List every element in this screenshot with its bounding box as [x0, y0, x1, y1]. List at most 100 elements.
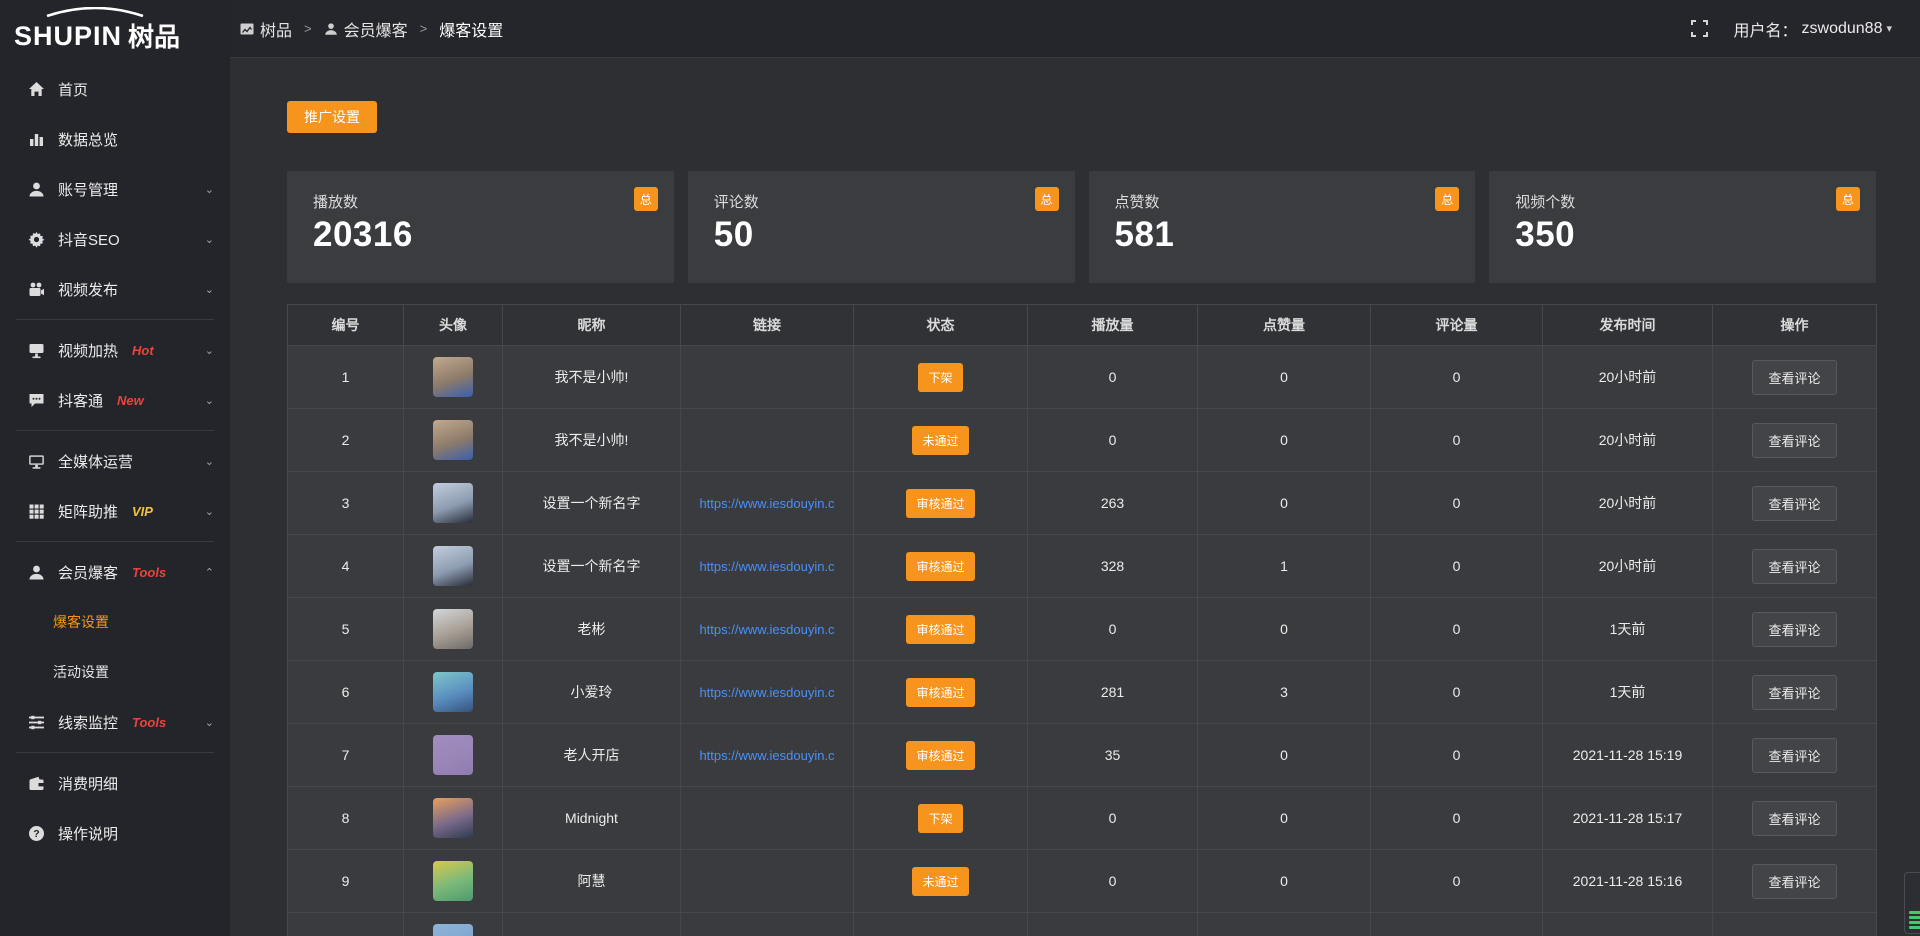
video-link[interactable]: https://www.iesdouyin.c [699, 747, 835, 763]
cell-index: 8 [287, 786, 404, 850]
video-link[interactable]: https://www.iesdouyin.c [699, 558, 835, 574]
sidebar-item-home[interactable]: 首页 [0, 64, 230, 114]
user-icon [28, 181, 45, 198]
sidebar-item-video-heat[interactable]: 视频加热 Hot ⌄ [0, 325, 230, 375]
sidebar-item-account-manage[interactable]: 账号管理 ⌄ [0, 164, 230, 214]
view-comments-button[interactable]: 查看评论 [1752, 737, 1837, 773]
chevron-down-icon: ⌄ [204, 283, 214, 296]
sidebar-item-all-media[interactable]: 全媒体运营 ⌄ [0, 436, 230, 486]
sidebar-item-label: 首页 [58, 81, 89, 99]
cell-avatar [403, 786, 503, 850]
view-comments-button[interactable]: 查看评论 [1752, 863, 1837, 899]
breadcrumb-item-member-baoke[interactable]: 会员爆客 [324, 17, 408, 41]
chart-icon [28, 131, 45, 148]
topbar-right: 用户名： zswodun88 ▾ [1690, 17, 1893, 41]
video-link[interactable]: https://www.iesdouyin.c [699, 684, 835, 700]
cell-publish-time: 1天前 [1542, 597, 1713, 661]
cell-comments: 0 [1370, 660, 1543, 724]
svg-text:?: ? [33, 828, 39, 840]
table-row: 8 Midnight 下架 0 0 0 2021-11-28 15:17 查看评论 [287, 786, 1877, 850]
view-comments-button[interactable]: 查看评论 [1752, 800, 1837, 836]
sidebar-item-clue-monitor[interactable]: 线索监控 Tools ⌄ [0, 697, 230, 747]
sidebar-item-label: 会员爆客 [58, 564, 119, 582]
column-header: 发布时间 [1542, 304, 1713, 346]
video-link[interactable]: https://www.iesdouyin.c [699, 621, 835, 637]
sidebar-subitem-baoke-settings[interactable]: 爆客设置 [53, 614, 109, 630]
cell-link [680, 912, 854, 936]
camera-icon [28, 281, 45, 298]
cell-likes: 0 [1197, 849, 1371, 913]
cell-status: 审核通过 [853, 597, 1028, 661]
sidebar-item-member-baoke[interactable]: 会员爆客 Tools ⌃ [0, 547, 230, 597]
widget-bar [1909, 916, 1920, 919]
chevron-down-icon: ⌄ [204, 716, 214, 729]
chevron-down-icon: ⌄ [204, 455, 214, 468]
floating-widget[interactable] [1904, 872, 1920, 934]
sidebar-item-badge: Tools [132, 714, 167, 730]
table-row: 9 阿慧 未通过 0 0 0 2021-11-28 15:16 查看评论 [287, 849, 1877, 913]
cell-publish-time: 2021-11-28 15:16 [1542, 849, 1713, 913]
stat-value: 20316 [313, 215, 413, 254]
status-badge: 下架 [918, 803, 963, 833]
logo-arc-icon [46, 7, 144, 17]
chevron-up-icon: ⌃ [204, 566, 214, 579]
cell-avatar [403, 660, 503, 724]
sidebar-item-video-publish[interactable]: 视频发布 ⌄ [0, 264, 230, 314]
view-comments-button[interactable]: 查看评论 [1752, 548, 1837, 584]
view-comments-button[interactable]: 查看评论 [1752, 611, 1837, 647]
fullscreen-icon[interactable] [1690, 20, 1708, 37]
breadcrumb: 树品 > 会员爆客 > 爆客设置 [240, 0, 503, 57]
stat-value: 581 [1114, 215, 1175, 254]
sidebar-item-matrix-boost[interactable]: 矩阵助推 VIP ⌄ [0, 486, 230, 536]
cell-nickname: Midnight [502, 786, 681, 850]
cell-nickname: 阿慧 [502, 849, 681, 913]
stat-label: 视频个数 [1515, 194, 1576, 211]
cell-comments: 0 [1370, 408, 1543, 472]
user-icon [324, 22, 338, 36]
brand-logo[interactable]: SHUPIN 树品 [0, 0, 230, 58]
cell-nickname: 设置一个新名字 [502, 534, 681, 598]
avatar [433, 420, 473, 460]
main-content: 推广设置 播放数 20316 总评论数 50 总点赞数 581 总视频个数 350 总 编号 头像… [230, 58, 1920, 936]
avatar [433, 924, 473, 936]
sidebar-divider [16, 752, 214, 753]
cell-link: https://www.iesdouyin.c [680, 723, 854, 787]
view-comments-button[interactable]: 查看评论 [1752, 359, 1837, 395]
promo-settings-button[interactable]: 推广设置 [287, 101, 377, 133]
view-comments-button[interactable]: 查看评论 [1752, 674, 1837, 710]
sidebar-item-consume-detail[interactable]: 消费明细 [0, 758, 230, 808]
view-comments-button[interactable]: 查看评论 [1752, 422, 1837, 458]
cell-publish-time: 2021-11-28 15:17 [1542, 786, 1713, 850]
view-comments-button[interactable]: 查看评论 [1752, 485, 1837, 521]
table-row: 4 设置一个新名字 https://www.iesdouyin.c 审核通过 328 1 0… [287, 534, 1877, 598]
cell-action: 查看评论 [1712, 723, 1877, 787]
avatar [433, 672, 473, 712]
cell-comments [1370, 912, 1543, 936]
cell-action: 查看评论 [1712, 345, 1877, 409]
video-link[interactable]: https://www.iesdouyin.c [699, 495, 835, 511]
sidebar-item-data-overview[interactable]: 数据总览 [0, 114, 230, 164]
sidebar-item-label: 抖音SEO [58, 231, 120, 249]
sidebar-item-douyin-seo[interactable]: 抖音SEO ⌄ [0, 214, 230, 264]
wallet-icon [28, 775, 45, 792]
sidebar-item-label: 消费明细 [58, 775, 119, 793]
stat-card: 视频个数 350 总 [1489, 171, 1876, 283]
cell-likes: 0 [1197, 597, 1371, 661]
stat-card: 评论数 50 总 [687, 171, 1075, 283]
cell-comments: 0 [1370, 471, 1543, 535]
breadcrumb-item-root[interactable]: 树品 [240, 17, 292, 41]
cell-avatar [403, 408, 503, 472]
sidebar-item-label: 抖客通 [58, 392, 104, 410]
sidebar-item-label: 线索监控 [58, 714, 119, 732]
username-label: 用户名： [1733, 22, 1798, 40]
sidebar-item-douketong[interactable]: 抖客通 New ⌄ [0, 375, 230, 425]
stat-value: 350 [1515, 215, 1576, 254]
cell-publish-time: 20小时前 [1542, 408, 1713, 472]
cell-plays: 0 [1027, 597, 1198, 661]
user-menu[interactable]: 用户名： zswodun88 ▾ [1734, 17, 1893, 41]
cell-index: 4 [287, 534, 404, 598]
sidebar-subitem-activity-settings[interactable]: 活动设置 [53, 664, 109, 680]
cell-link: https://www.iesdouyin.c [680, 597, 854, 661]
sidebar-item-operation-guide[interactable]: ? 操作说明 [0, 808, 230, 858]
cell-likes: 0 [1197, 471, 1371, 535]
